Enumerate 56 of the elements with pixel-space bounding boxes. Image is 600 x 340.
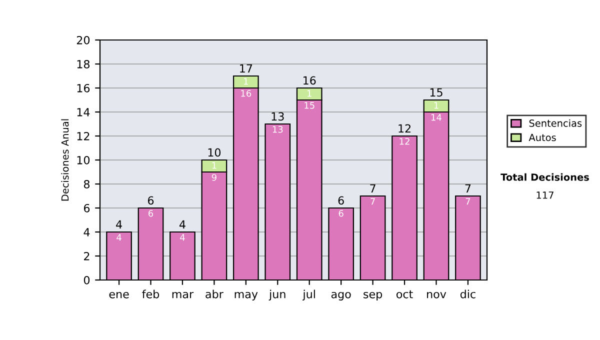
total-label: 12 (398, 124, 410, 132)
y-tick-label: 8 (84, 180, 90, 188)
y-tick-label: 2 (84, 252, 90, 260)
data-label: 1 (212, 162, 216, 169)
x-tick-label: feb (142, 290, 160, 298)
total-label: 17 (240, 64, 252, 72)
y-tick-label: 12 (77, 132, 90, 140)
data-label: 9 (212, 174, 216, 181)
total-label: 4 (179, 220, 186, 228)
total-label: 4 (116, 220, 122, 228)
legend-label: Autos (528, 134, 556, 142)
data-label: 7 (370, 198, 375, 205)
y-tick-label: 14 (77, 108, 90, 116)
data-label: 1 (307, 90, 312, 97)
y-tick-label: 16 (77, 84, 90, 92)
x-tick-label: may (234, 292, 258, 300)
total-label: 10 (208, 148, 221, 157)
total-label: 13 (272, 112, 284, 121)
data-label: 1 (434, 102, 438, 109)
data-label: 4 (116, 234, 122, 241)
total-label: 7 (465, 184, 471, 192)
y-axis-title: Decisiones Anual (61, 119, 69, 201)
x-tick-label: mar (172, 292, 194, 298)
total-label: 16 (304, 76, 316, 85)
data-label: 6 (338, 210, 344, 217)
total-label: 7 (370, 184, 376, 192)
x-tick-label: sep (364, 292, 382, 300)
data-label: 7 (466, 198, 470, 205)
text: 117 (536, 192, 554, 199)
total-label: 6 (338, 196, 344, 205)
x-tick-label: ene (109, 292, 129, 298)
y-tick-label: 20 (76, 36, 90, 44)
data-label: 6 (148, 210, 154, 217)
data-label: 13 (272, 126, 283, 133)
total-label: 6 (148, 196, 154, 205)
x-tick-label: dic (460, 290, 476, 298)
x-tick-label: jun (268, 290, 286, 300)
y-tick-label: 4 (84, 228, 90, 236)
x-tick-label: nov (427, 292, 446, 298)
text: Total Decisiones (500, 173, 589, 181)
data-label: 4 (180, 234, 185, 241)
y-tick-label: 10 (77, 156, 90, 164)
legend-label: Sentencias (529, 119, 582, 127)
y-tick-label: 18 (77, 60, 90, 68)
data-label: 1 (244, 78, 248, 85)
x-tick-label: ago (331, 292, 351, 300)
x-tick-label: abr (206, 290, 224, 298)
y-tick-label: 6 (84, 204, 90, 212)
y-tick-label: 0 (84, 276, 90, 284)
data-label: 12 (400, 138, 410, 145)
total-label: 15 (430, 88, 442, 97)
x-tick-label: jul (302, 290, 315, 300)
data-label: 16 (241, 90, 252, 97)
data-label: 15 (304, 102, 314, 109)
x-tick-label: oct (396, 290, 413, 298)
data-label: 14 (431, 114, 442, 121)
